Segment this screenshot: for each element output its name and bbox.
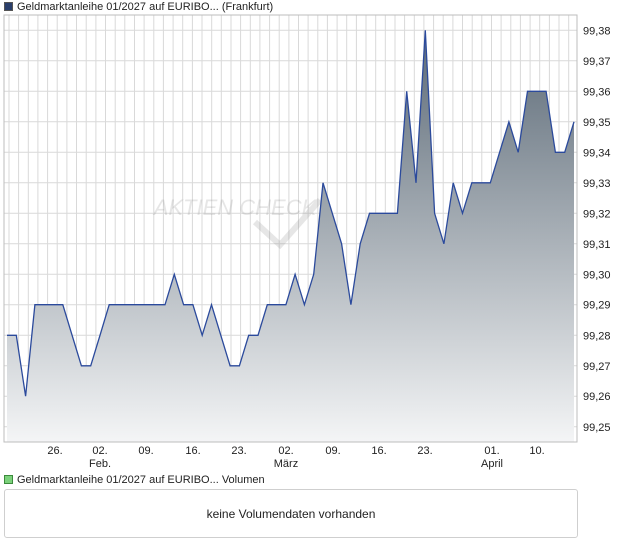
x-tick-label: 09. bbox=[138, 445, 153, 457]
y-tick-label: 99,33 bbox=[583, 178, 611, 190]
x-tick-label: 02. bbox=[278, 445, 293, 457]
chart-watermark: AKTIEN CHECK bbox=[152, 195, 323, 250]
price-chart: AKTIEN CHECK 99,3899,3799,3699,3599,3499… bbox=[3, 14, 611, 470]
x-tick-label: 26. bbox=[47, 445, 62, 457]
volume-panel: keine Volumendaten vorhanden bbox=[4, 489, 578, 538]
y-tick-label: 99,37 bbox=[583, 56, 611, 68]
y-tick-label: 99,25 bbox=[583, 422, 611, 434]
x-tick-month-label: April bbox=[481, 458, 503, 470]
x-tick-label: 16. bbox=[185, 445, 200, 457]
x-tick-label: 01. bbox=[484, 445, 499, 457]
plot-frame bbox=[3, 14, 578, 443]
watermark-text: AKTIEN CHECK bbox=[152, 195, 318, 220]
y-tick-label: 99,28 bbox=[583, 330, 611, 342]
x-tick-month-label: März bbox=[274, 458, 298, 470]
y-tick-label: 99,29 bbox=[583, 300, 611, 312]
price-line bbox=[7, 30, 575, 397]
volume-legend-label: Geldmarktanleihe 01/2027 auf EURIBO... V… bbox=[17, 474, 265, 486]
x-tick-label: 23. bbox=[417, 445, 432, 457]
x-tick-label: 23. bbox=[231, 445, 246, 457]
y-tick-label: 99,27 bbox=[583, 361, 611, 373]
price-legend: Geldmarktanleihe 01/2027 auf EURIBO... (… bbox=[4, 0, 273, 14]
y-tick-label: 99,35 bbox=[583, 117, 611, 129]
y-tick-label: 99,34 bbox=[583, 147, 611, 159]
y-tick-label: 99,32 bbox=[583, 208, 611, 220]
x-tick-label: 10. bbox=[529, 445, 544, 457]
y-tick-label: 99,26 bbox=[583, 391, 611, 403]
y-tick-label: 99,36 bbox=[583, 86, 611, 98]
volume-legend-swatch bbox=[4, 475, 13, 484]
y-tick-label: 99,38 bbox=[583, 25, 611, 37]
price-legend-label: Geldmarktanleihe 01/2027 auf EURIBO... (… bbox=[17, 1, 274, 13]
x-tick-month-label: Feb. bbox=[89, 458, 111, 470]
y-tick-label: 99,30 bbox=[583, 269, 611, 281]
x-tick-label: 09. bbox=[325, 445, 340, 457]
y-axis-labels: 99,38 99,37 99,36 99,35 99,34 99,33 99,32 99,31… bbox=[583, 25, 611, 434]
x-tick-label: 16. bbox=[371, 445, 386, 457]
price-legend-swatch bbox=[4, 2, 13, 11]
volume-legend: Geldmarktanleihe 01/2027 auf EURIBO... V… bbox=[4, 473, 265, 487]
watermark-check-icon bbox=[252, 198, 323, 250]
x-tick-label: 02. bbox=[92, 445, 107, 457]
volume-empty-message: keine Volumendaten vorhanden bbox=[206, 506, 376, 521]
price-area bbox=[7, 30, 574, 443]
y-tick-label: 99,31 bbox=[583, 239, 611, 251]
